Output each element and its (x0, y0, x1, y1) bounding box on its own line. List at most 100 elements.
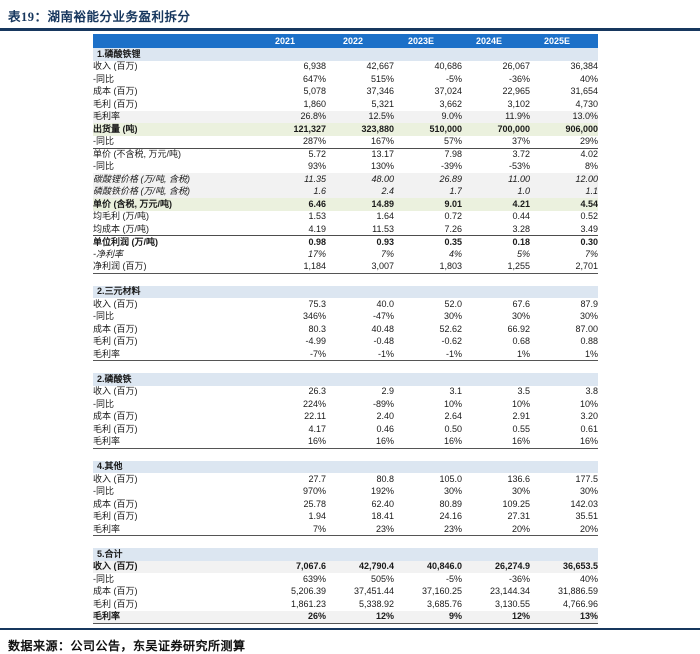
row-label: 成本 (百万) (93, 323, 138, 334)
value-cell: 167% (370, 136, 394, 146)
value-cell: 66.92 (507, 323, 530, 334)
row-label: 毛利率 (93, 348, 258, 361)
value-cell: 20% (462, 523, 530, 536)
value-cell: 26.8% (258, 110, 326, 123)
row-label: 毛利率 (93, 110, 258, 123)
section-header-row: 2.三元材料 (93, 285, 598, 298)
value-cell: 16% (462, 435, 530, 449)
value-cell: -0.62 (441, 336, 462, 347)
value-cell: 7% (380, 248, 394, 259)
value-cell: 30% (443, 486, 462, 497)
data-row: -同比 224% -89% 10% 10% 10% (93, 398, 598, 411)
value-cell: 4.19 (308, 223, 326, 234)
value-cell: 5.72 (258, 147, 326, 161)
data-row: 毛利 (百万) 1,861.23 5,338.92 3,685.76 3,130.55 4… (93, 598, 598, 611)
value-cell: 6,938 (303, 61, 326, 72)
value-cell: 12.5% (326, 110, 394, 123)
section-title: 1.磷酸铁锂 (93, 48, 598, 61)
column-header: 2023E (394, 34, 462, 48)
value-cell: 37% (511, 136, 530, 146)
row-label: 净利润 (百万) (93, 260, 258, 274)
data-row: -同比 287% 167% 57% 37% 29% (93, 136, 598, 149)
value-cell: 4.02 (530, 147, 598, 161)
value-cell: 7.98 (394, 147, 462, 161)
row-label: 成本 (百万) (93, 498, 138, 509)
value-cell: 3,130.55 (494, 598, 530, 609)
row-label: -同比 (93, 486, 114, 497)
row-label: 均成本 (万/吨) (93, 223, 149, 234)
value-cell: 40% (579, 573, 598, 584)
value-cell: 8% (584, 161, 598, 172)
value-cell: 36,384 (570, 61, 598, 72)
row-label: 毛利率 (93, 435, 258, 449)
data-row: 毛利 (百万) 1.94 18.41 24.16 27.31 35.51 (93, 511, 598, 524)
row-label: 磷酸铁价格 (万/吨, 含税) (93, 185, 258, 198)
value-cell: 224% (302, 398, 326, 409)
section-gap (93, 535, 598, 548)
value-cell: 26,274.9 (462, 560, 530, 573)
data-row: 单价 (含税, 万元/吨) 6.46 14.89 9.01 4.21 4.54 (93, 198, 598, 211)
value-cell: 0.55 (512, 423, 530, 434)
row-label: -同比 (93, 136, 114, 146)
value-cell: 30% (579, 311, 598, 322)
value-cell: 4% (448, 248, 462, 259)
value-cell: 4.54 (530, 198, 598, 211)
value-cell: 510,000 (394, 123, 462, 136)
value-cell: 5% (516, 248, 530, 259)
row-label: 均毛利 (万/吨) (93, 211, 149, 222)
value-cell: 2.40 (376, 411, 394, 422)
value-cell: 136.6 (507, 473, 530, 484)
data-row: 单位利润 (万/吨) 0.98 0.93 0.35 0.18 0.30 (93, 235, 598, 248)
value-cell: 0.72 (444, 211, 462, 222)
value-cell: 52.62 (439, 323, 462, 334)
row-label: -同比 (93, 161, 114, 172)
value-cell: 4.21 (462, 198, 530, 211)
value-cell: 647% (302, 73, 326, 84)
data-row: 毛利 (百万) 1,860 5,321 3,662 3,102 4,730 (93, 98, 598, 111)
data-row: 成本 (百万) 22.11 2.40 2.64 2.91 3.20 (93, 411, 598, 424)
value-cell: 40,846.0 (394, 560, 462, 573)
value-cell: 75.3 (308, 298, 326, 309)
value-cell: 37,160.25 (421, 586, 462, 597)
value-cell: 7% (258, 523, 326, 536)
value-cell: 1% (462, 348, 530, 361)
row-label: 毛利 (百万) (93, 98, 138, 109)
value-cell: 30% (579, 486, 598, 497)
data-row: 收入 (百万) 6,938 42,667 40,686 26,067 36,384 (93, 61, 598, 74)
value-cell: -36% (508, 73, 530, 84)
data-row: 收入 (百万) 7,067.6 42,790.4 40,846.0 26,274.9 36… (93, 560, 598, 573)
value-cell: 3.8 (585, 386, 598, 397)
value-cell: 80.3 (308, 323, 326, 334)
value-cell: 22,965 (502, 86, 530, 97)
value-cell: 1,803 (394, 260, 462, 274)
value-cell: 2.4 (326, 185, 394, 198)
value-cell: 26% (258, 610, 326, 624)
value-cell: 37,024 (434, 86, 462, 97)
data-row: 毛利率 26.8% 12.5% 9.0% 11.9% 13.0% (93, 110, 598, 123)
row-label: 成本 (百万) (93, 86, 138, 97)
row-label: 成本 (百万) (93, 411, 138, 422)
value-cell: 30% (443, 311, 462, 322)
row-label: 毛利 (百万) (93, 336, 138, 347)
value-cell: 18.41 (371, 511, 394, 522)
value-cell: 9% (394, 610, 462, 624)
value-cell: -53% (508, 161, 530, 172)
value-cell: 906,000 (530, 123, 598, 136)
value-cell: 11.35 (258, 173, 326, 186)
value-cell: 14.89 (326, 198, 394, 211)
section-header-row: 4.其他 (93, 460, 598, 473)
value-cell: 16% (394, 435, 462, 449)
value-cell: 12% (462, 610, 530, 624)
value-cell: 109.25 (502, 498, 530, 509)
value-cell: 12% (326, 610, 394, 624)
row-label: 毛利率 (93, 523, 258, 536)
value-cell: 3,662 (439, 98, 462, 109)
value-cell: 30% (511, 311, 530, 322)
value-cell: 3.28 (512, 223, 530, 234)
data-row: 均毛利 (万/吨) 1.53 1.64 0.72 0.44 0.52 (93, 211, 598, 224)
data-row: 磷酸铁价格 (万/吨, 含税) 1.6 2.4 1.7 1.0 1.1 (93, 185, 598, 198)
row-label: -同比 (93, 398, 114, 409)
gap-cell (93, 273, 598, 286)
value-cell: 3,007 (326, 260, 394, 274)
row-label: 毛利 (百万) (93, 598, 138, 609)
